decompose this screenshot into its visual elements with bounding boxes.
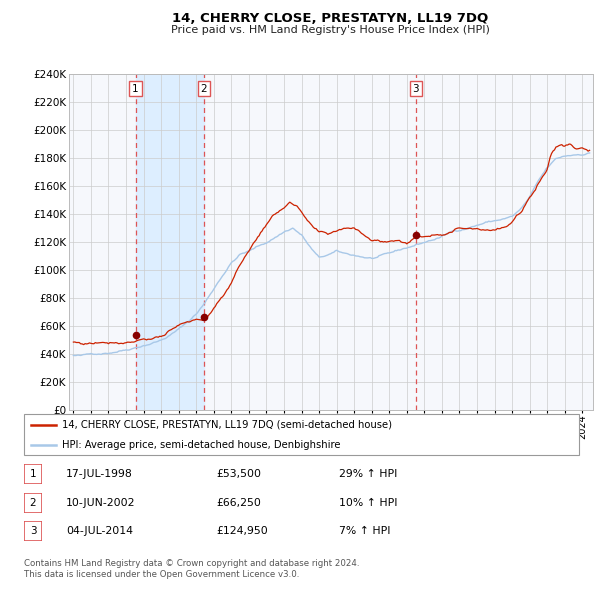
- Text: 2: 2: [200, 84, 207, 94]
- Text: 14, CHERRY CLOSE, PRESTATYN, LL19 7DQ: 14, CHERRY CLOSE, PRESTATYN, LL19 7DQ: [172, 12, 488, 25]
- Text: 2: 2: [29, 498, 37, 507]
- Text: 1: 1: [29, 470, 37, 479]
- Text: 17-JUL-1998: 17-JUL-1998: [66, 470, 133, 479]
- Text: 7% ↑ HPI: 7% ↑ HPI: [339, 526, 391, 536]
- Text: 29% ↑ HPI: 29% ↑ HPI: [339, 470, 397, 479]
- Text: This data is licensed under the Open Government Licence v3.0.: This data is licensed under the Open Gov…: [24, 571, 299, 579]
- Text: 3: 3: [412, 84, 419, 94]
- Text: £66,250: £66,250: [216, 498, 261, 507]
- FancyBboxPatch shape: [24, 414, 579, 455]
- Text: 10-JUN-2002: 10-JUN-2002: [66, 498, 136, 507]
- Text: Contains HM Land Registry data © Crown copyright and database right 2024.: Contains HM Land Registry data © Crown c…: [24, 559, 359, 568]
- Text: £53,500: £53,500: [216, 470, 261, 479]
- Text: £124,950: £124,950: [216, 526, 268, 536]
- FancyBboxPatch shape: [24, 493, 42, 513]
- Bar: [136, 74, 204, 410]
- Text: 04-JUL-2014: 04-JUL-2014: [66, 526, 133, 536]
- FancyBboxPatch shape: [24, 521, 42, 541]
- Text: HPI: Average price, semi-detached house, Denbighshire: HPI: Average price, semi-detached house,…: [62, 440, 340, 450]
- Text: 14, CHERRY CLOSE, PRESTATYN, LL19 7DQ (semi-detached house): 14, CHERRY CLOSE, PRESTATYN, LL19 7DQ (s…: [62, 419, 392, 430]
- Text: Price paid vs. HM Land Registry's House Price Index (HPI): Price paid vs. HM Land Registry's House …: [170, 25, 490, 35]
- Text: 3: 3: [29, 526, 37, 536]
- Text: 10% ↑ HPI: 10% ↑ HPI: [339, 498, 397, 507]
- Text: 1: 1: [132, 84, 139, 94]
- FancyBboxPatch shape: [24, 464, 42, 484]
